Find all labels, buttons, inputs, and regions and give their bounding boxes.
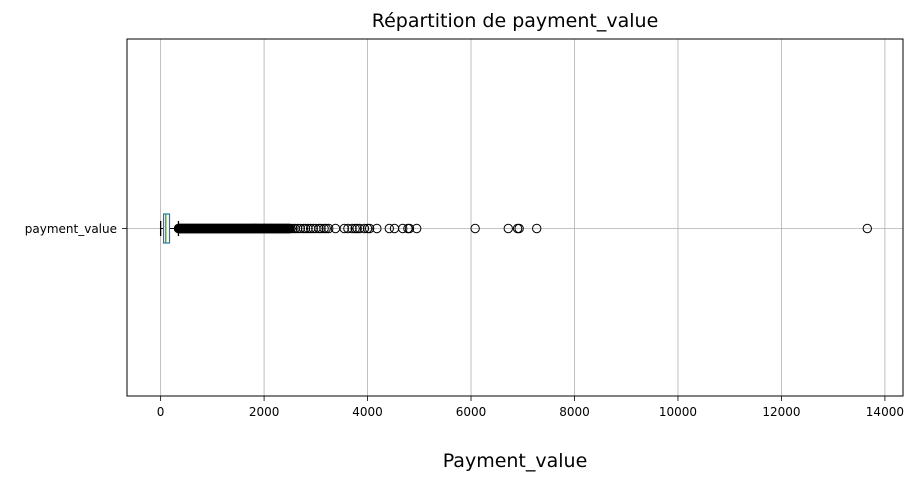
outlier-point bbox=[503, 223, 513, 234]
outlier-point bbox=[339, 223, 349, 234]
outlier-point bbox=[355, 223, 365, 234]
x-tick-label: 2000 bbox=[249, 405, 280, 419]
box bbox=[159, 213, 180, 244]
outlier-point bbox=[303, 223, 313, 234]
outlier-point bbox=[347, 223, 357, 234]
outlier-point bbox=[321, 223, 331, 234]
grid bbox=[127, 39, 903, 396]
x-tick-label: 4000 bbox=[352, 405, 383, 419]
outlier-point bbox=[295, 223, 306, 234]
outlier-point bbox=[352, 223, 362, 234]
outlier-point bbox=[514, 223, 524, 234]
iqr-box bbox=[162, 213, 171, 244]
x-axis-label: Payment_value bbox=[443, 450, 588, 472]
x-tick-label: 12000 bbox=[762, 405, 800, 419]
outlier-point bbox=[324, 223, 334, 234]
x-tick-label: 0 bbox=[157, 405, 165, 419]
outliers bbox=[173, 223, 873, 234]
outlier-point bbox=[398, 223, 408, 234]
outlier-point bbox=[293, 223, 303, 234]
outlier-point bbox=[372, 223, 382, 234]
outlier-point bbox=[404, 223, 415, 234]
x-axis-ticks: 0 2000 4000 6000 8000 10000 12000 14000 bbox=[157, 396, 904, 419]
x-tick-label: 6000 bbox=[456, 405, 487, 419]
x-tick-label: 8000 bbox=[559, 405, 590, 419]
outlier-point bbox=[308, 223, 318, 234]
plot-frame bbox=[126, 38, 904, 397]
chart-title: Répartition de payment_value bbox=[372, 10, 659, 32]
outlier-point bbox=[862, 223, 873, 234]
outlier-point bbox=[532, 223, 542, 234]
outlier-point bbox=[343, 223, 353, 234]
outlier-point bbox=[316, 223, 326, 234]
y-tick-label: payment_value bbox=[25, 222, 117, 236]
outlier-point bbox=[359, 223, 370, 234]
outlier-point bbox=[470, 223, 480, 234]
outlier-point bbox=[300, 223, 311, 234]
outlier-point bbox=[412, 223, 422, 234]
outlier-point bbox=[364, 223, 375, 234]
outlier-point bbox=[384, 223, 394, 234]
x-tick-label: 14000 bbox=[866, 405, 904, 419]
x-tick-label: 10000 bbox=[659, 405, 697, 419]
